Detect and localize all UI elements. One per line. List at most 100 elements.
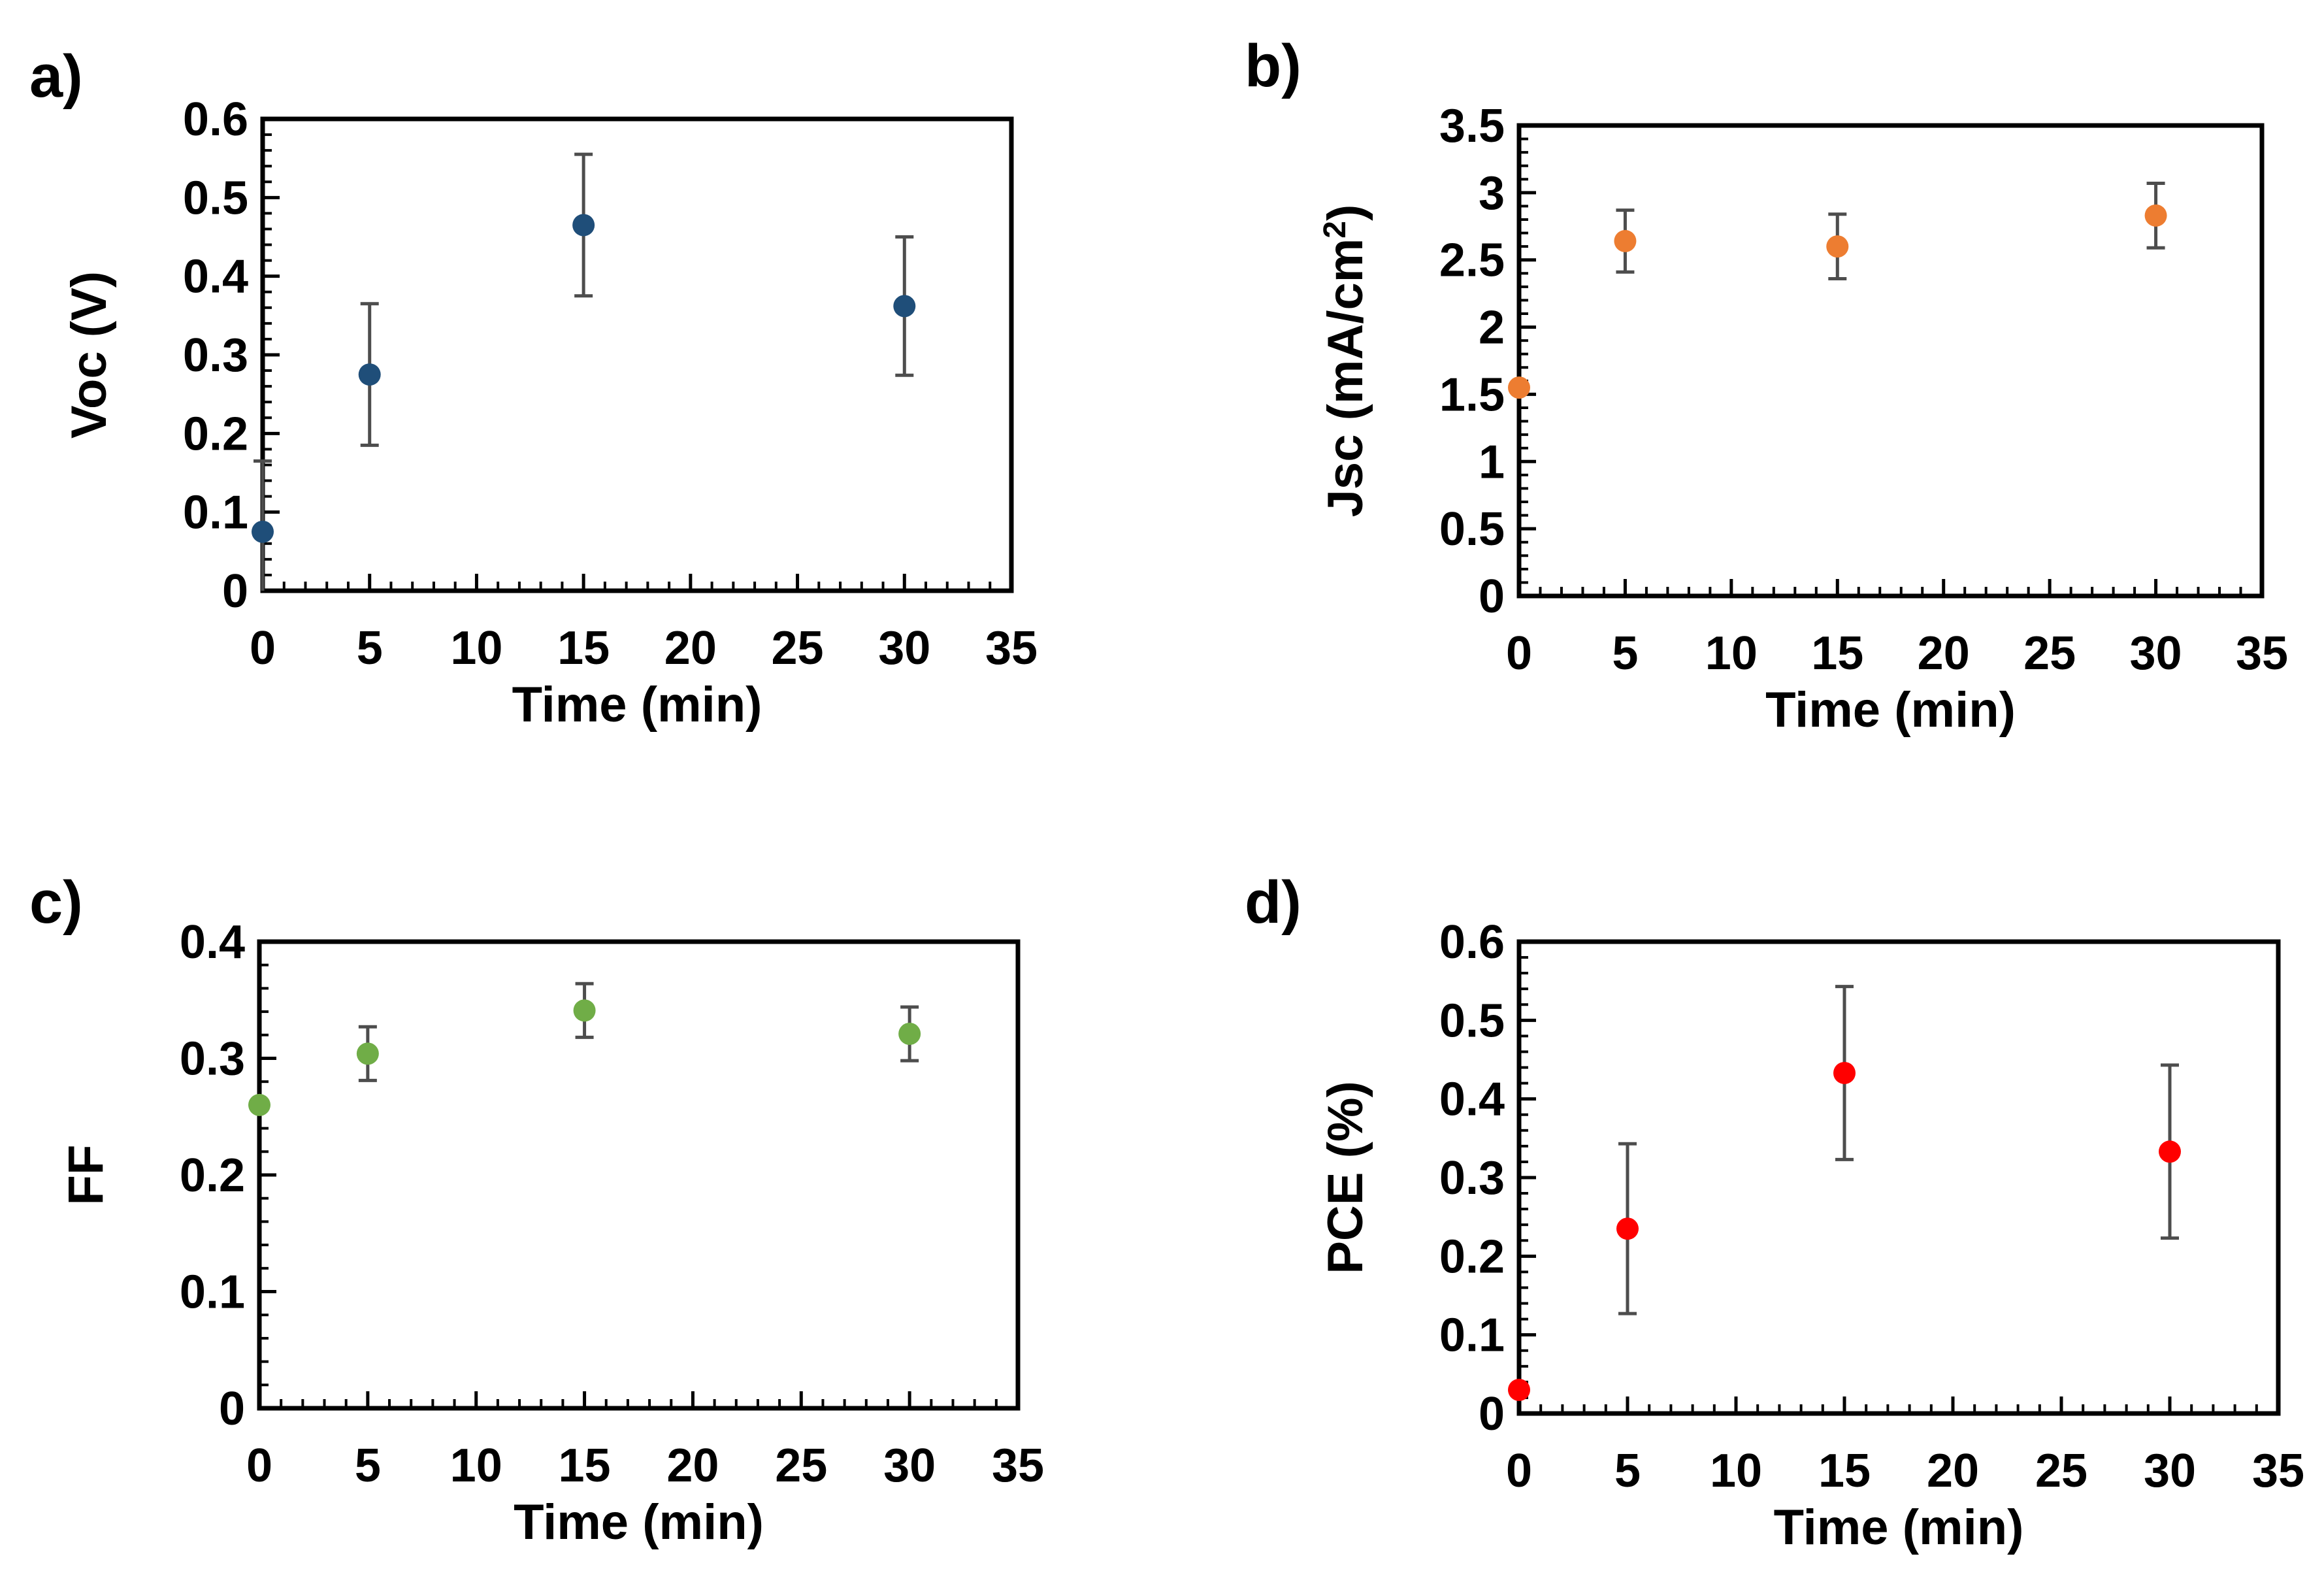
y-axis-title-text: PCE (%) — [1318, 1081, 1373, 1274]
x-tick-label: 25 — [775, 1440, 827, 1492]
x-tick-label: 10 — [1710, 1445, 1762, 1497]
x-tick-label: 0 — [1506, 1445, 1532, 1497]
y-tick-label: 0.4 — [183, 251, 248, 303]
y-tick-label: 2 — [1479, 302, 1505, 354]
x-tick-label: 35 — [985, 622, 1038, 674]
y-tick-label: 0.5 — [1439, 995, 1505, 1047]
data-point — [573, 999, 596, 1022]
y-tick-label: 0.1 — [1439, 1310, 1505, 1362]
data-point — [1616, 1217, 1639, 1240]
x-tick-label: 35 — [992, 1440, 1044, 1492]
x-tick-label: 15 — [1818, 1445, 1871, 1497]
x-tick-label: 5 — [357, 622, 383, 674]
data-point — [572, 214, 595, 237]
y-tick-label: 0 — [1479, 1388, 1505, 1440]
y-tick-label: 0.3 — [180, 1033, 245, 1085]
x-axis-title: Time (min) — [1774, 1500, 2024, 1555]
y-axis-title-text: Voc (V) — [61, 271, 117, 438]
y-tick-label: 0 — [1479, 570, 1505, 623]
y-tick-label: 3.5 — [1439, 100, 1505, 152]
y-axis-title: Jsc (mA/cm2) — [1318, 205, 1374, 518]
x-tick-label: 5 — [355, 1440, 381, 1492]
x-tick-label: 15 — [1811, 627, 1863, 680]
x-axis-title: Time (min) — [1765, 682, 2016, 738]
data-point — [893, 295, 916, 318]
x-tick-label: 30 — [2144, 1445, 2196, 1497]
data-point — [252, 520, 274, 543]
y-axis-title-text: Jsc (mA/cm — [1318, 239, 1373, 518]
y-tick-label: 0.6 — [183, 93, 248, 146]
y-axis-title-superscript: 2 — [1318, 221, 1352, 239]
y-axis-title-text: FF — [58, 1145, 114, 1206]
panel-label: d) — [1245, 869, 1301, 936]
plot-frame — [1516, 123, 2265, 599]
y-tick-label: 0.1 — [180, 1266, 245, 1319]
data-point — [358, 363, 381, 386]
y-tick-label: 0.2 — [183, 408, 248, 460]
x-tick-label: 30 — [878, 622, 930, 674]
x-tick-label: 35 — [2252, 1445, 2304, 1497]
x-tick-label: 15 — [559, 1440, 611, 1492]
y-tick-label: 0 — [219, 1383, 245, 1435]
data-point — [2144, 204, 2167, 227]
x-tick-label: 0 — [246, 1440, 272, 1492]
data-point — [2159, 1140, 2181, 1163]
y-tick-label: 0.3 — [1439, 1152, 1505, 1204]
data-point — [898, 1023, 921, 1046]
x-tick-label: 0 — [1506, 627, 1532, 680]
y-axis-title-suffix: ) — [1318, 205, 1373, 221]
y-tick-label: 1 — [1479, 436, 1505, 488]
panel-label: b) — [1245, 33, 1301, 99]
data-point — [1614, 229, 1637, 252]
plot-frame — [257, 939, 1021, 1411]
panel-d: d) 0 5 10 15 20 25 30 35 0 0.1 0.2 0.3 0.4 0.5 0.6 Time… — [1245, 869, 2304, 1555]
y-tick-label: 0 — [222, 565, 248, 618]
data-point — [356, 1042, 379, 1065]
y-axis-title: PCE (%) — [1318, 1081, 1373, 1274]
x-tick-label: 10 — [1705, 627, 1758, 680]
data-point — [248, 1093, 270, 1116]
data-point — [1833, 1061, 1856, 1084]
y-tick-label: 0.1 — [183, 487, 248, 539]
x-tick-label: 20 — [1927, 1445, 1979, 1497]
y-tick-label: 1.5 — [1439, 369, 1505, 421]
panel-label: c) — [29, 869, 83, 936]
x-tick-label: 35 — [2236, 627, 2288, 680]
panel-label: a) — [29, 43, 83, 110]
x-tick-label: 25 — [772, 622, 824, 674]
data-point — [1826, 235, 1849, 258]
x-axis-title: Time (min) — [514, 1495, 764, 1550]
data-point — [1508, 376, 1530, 399]
x-tick-label: 10 — [450, 622, 502, 674]
y-axis-title: Voc (V) — [61, 271, 117, 438]
x-tick-label: 25 — [2023, 627, 2076, 680]
plot-frame — [260, 116, 1014, 593]
y-tick-label: 0.2 — [180, 1149, 245, 1202]
x-tick-label: 10 — [450, 1440, 502, 1492]
y-tick-label: 3 — [1479, 167, 1505, 220]
x-tick-label: 20 — [1918, 627, 1970, 680]
panel-a: a) 0 5 10 15 20 25 30 35 0 0.1 0.2 0.3 0.4 0.5 0.6 Time… — [29, 43, 1038, 733]
y-tick-label: 0.3 — [183, 329, 248, 382]
y-tick-label: 0.6 — [1439, 916, 1505, 968]
y-tick-label: 0.2 — [1439, 1231, 1505, 1283]
x-tick-label: 5 — [1612, 627, 1638, 680]
x-tick-label: 25 — [2035, 1445, 2087, 1497]
x-tick-label: 20 — [666, 1440, 719, 1492]
y-tick-label: 0.4 — [180, 916, 245, 968]
panel-b: b) 0 5 10 15 20 25 30 35 0 0.5 1 1.5 2 2.5 3 3.5 Time (m… — [1245, 33, 2288, 738]
x-tick-label: 30 — [883, 1440, 936, 1492]
x-tick-label: 0 — [250, 622, 276, 674]
x-axis-title: Time (min) — [512, 677, 762, 733]
y-tick-label: 2.5 — [1439, 235, 1505, 287]
data-point — [1508, 1378, 1530, 1401]
panel-c: c) 0 5 10 15 20 25 30 35 0 0.1 0.2 0.3 0.4 Time (min)… — [29, 869, 1044, 1550]
y-tick-label: 0.4 — [1439, 1074, 1505, 1126]
x-tick-label: 20 — [664, 622, 717, 674]
x-tick-label: 5 — [1614, 1445, 1641, 1497]
y-tick-label: 0.5 — [1439, 503, 1505, 555]
x-tick-label: 30 — [2130, 627, 2182, 680]
x-tick-label: 15 — [557, 622, 610, 674]
plot-frame — [1516, 939, 2281, 1416]
